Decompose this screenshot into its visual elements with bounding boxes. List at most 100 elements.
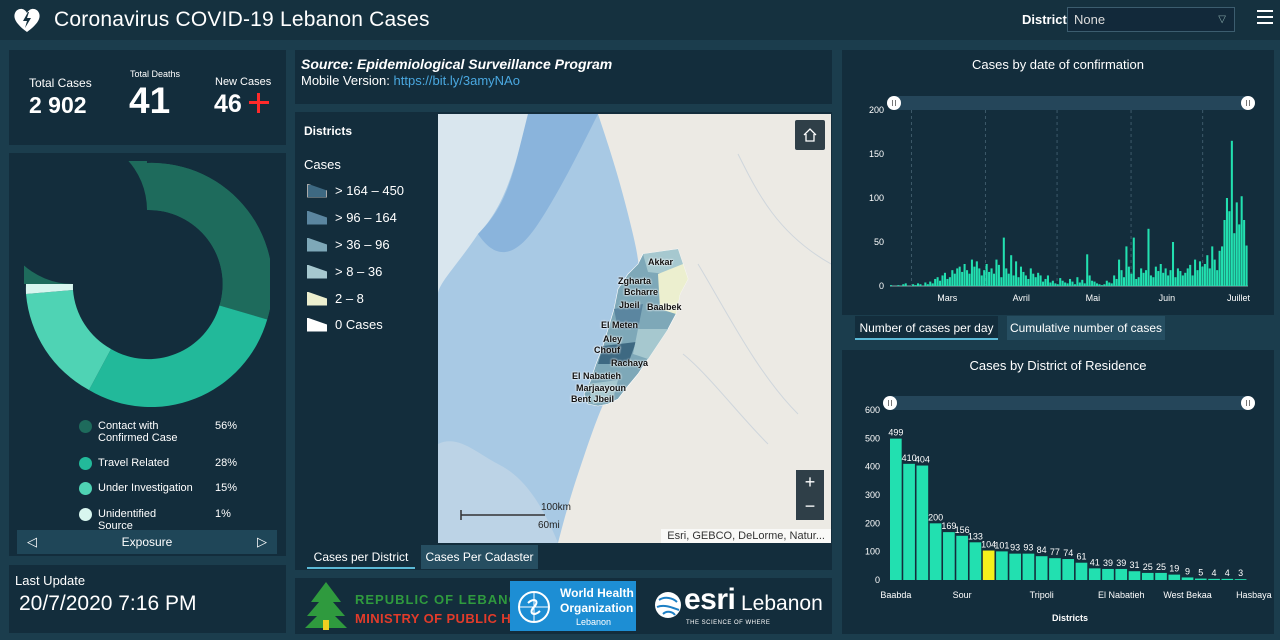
daily-bar (1203, 264, 1206, 286)
last-update-panel: Last Update 20/7/2020 7:16 PM (9, 565, 286, 633)
daily-bar (1230, 140, 1233, 286)
daily-bar (995, 259, 998, 286)
district-bar[interactable] (1194, 578, 1207, 580)
map-label: Bcharre (624, 287, 659, 297)
district-bar[interactable] (903, 463, 915, 580)
district-bar[interactable] (1221, 578, 1234, 580)
mobile-version-link[interactable]: https://bit.ly/3amyNAo (393, 73, 520, 88)
mobile-version-label: Mobile Version: (301, 73, 390, 88)
district-bar[interactable] (969, 542, 982, 580)
map-label: Jbeil (619, 300, 640, 310)
map-legend-item: > 36 – 96 (307, 237, 390, 252)
daily-bar (1145, 270, 1148, 286)
bar-value-label: 5 (1198, 568, 1203, 578)
last-update-label: Last Update (15, 573, 86, 588)
range-slider-handle[interactable] (1241, 96, 1255, 110)
map-legend-item: > 8 – 36 (307, 264, 382, 279)
daily-bar (1100, 285, 1103, 286)
district-bar[interactable] (943, 532, 955, 580)
map-label: El Meten (601, 320, 639, 330)
district-bar[interactable] (1234, 579, 1247, 580)
district-bar[interactable] (1141, 572, 1154, 580)
daily-bar (1110, 283, 1113, 286)
bar-value-label: 93 (1010, 543, 1020, 553)
district-bar[interactable] (1168, 574, 1181, 580)
x-tick-label: West Bekaa (1163, 590, 1211, 600)
zoom-out-button[interactable]: − (796, 495, 824, 520)
bar-value-label: 104 (981, 540, 996, 550)
daily-chart[interactable]: 0 50 100 150 200 Mars Avril Mai Juin Juillet (842, 90, 1274, 310)
range-slider-handle[interactable] (1241, 396, 1255, 410)
heart-pulse-icon (14, 8, 40, 32)
district-select[interactable]: None ▽ (1067, 7, 1235, 32)
daily-bar (1017, 277, 1020, 286)
bar-value-label: 93 (1023, 543, 1033, 553)
range-slider-handle[interactable] (887, 96, 901, 110)
tab-cases-per-day[interactable]: Number of cases per day (855, 316, 998, 340)
daily-bar (1042, 281, 1045, 286)
daily-bar (1164, 268, 1167, 286)
district-bar[interactable] (916, 465, 929, 580)
daily-bar (1147, 228, 1150, 286)
daily-bar (978, 268, 981, 286)
daily-bar (1137, 277, 1140, 286)
range-slider-handle[interactable] (883, 396, 897, 410)
tab-cumulative-cases[interactable]: Cumulative number of cases (1007, 316, 1165, 340)
daily-bar (1088, 275, 1091, 286)
daily-bar (941, 275, 944, 286)
zoom-in-button[interactable]: + (796, 470, 824, 495)
daily-bar (992, 273, 996, 286)
district-bar[interactable] (1049, 558, 1061, 580)
daily-bar (1120, 270, 1123, 286)
daily-bar (1019, 266, 1023, 286)
district-bar[interactable] (1035, 556, 1048, 580)
district-bar[interactable] (1155, 572, 1167, 580)
district-bar[interactable] (996, 551, 1008, 580)
map-label: El Nabatieh (572, 371, 622, 381)
map-legend-subtitle: Cases (304, 157, 341, 172)
map-label: Zgharta (618, 276, 652, 286)
daily-bar (1007, 273, 1010, 286)
district-bar[interactable] (929, 523, 942, 580)
y-tick-label: 150 (869, 149, 884, 159)
district-bar[interactable] (1062, 559, 1075, 580)
chevron-left-icon[interactable]: ◁ (27, 534, 37, 549)
tab-cases-per-district[interactable]: Cases per District (307, 545, 415, 569)
home-button[interactable] (795, 120, 825, 150)
hamburger-menu-icon[interactable] (1257, 10, 1273, 24)
daily-bar (1044, 278, 1047, 286)
daily-bar (1010, 255, 1013, 286)
district-bar[interactable] (1075, 562, 1088, 580)
daily-bar (1176, 268, 1179, 286)
district-bar[interactable] (1128, 571, 1141, 580)
daily-bar (1189, 264, 1192, 286)
daily-bar (1073, 284, 1076, 286)
exposure-donut-chart[interactable] (24, 161, 270, 407)
daily-bar (1201, 266, 1204, 286)
daily-bar (1179, 271, 1182, 286)
map-view[interactable]: Akkar Zgharta Bcharre Jbeil Baalbek El M… (438, 114, 831, 543)
tab-cases-per-cadaster[interactable]: Cases Per Cadaster (421, 545, 538, 569)
district-bar[interactable] (1022, 553, 1035, 580)
map-label: Marjaayoun (576, 383, 627, 393)
daily-bar (1181, 275, 1184, 286)
district-bar[interactable] (1181, 577, 1194, 580)
district-bar[interactable] (1009, 553, 1022, 580)
legend-label: Travel Related (98, 457, 170, 469)
chevron-right-icon[interactable]: ▷ (257, 534, 267, 549)
district-bar[interactable] (1208, 578, 1220, 580)
district-bar[interactable] (982, 550, 995, 580)
district-bar[interactable] (890, 438, 902, 580)
daily-bar (1086, 254, 1089, 286)
y-tick-label: 0 (875, 575, 880, 585)
district-bar[interactable] (1115, 568, 1128, 580)
daily-bar (1012, 275, 1015, 286)
district-bar[interactable] (1102, 568, 1114, 580)
daily-bar (1064, 282, 1067, 286)
district-bar[interactable] (1088, 568, 1101, 580)
district-chart[interactable]: 0100200300400500600499410404200169156133… (842, 390, 1274, 610)
x-tick-label: Mars (937, 293, 957, 303)
district-bar[interactable] (956, 535, 968, 580)
daily-bar (961, 271, 964, 286)
daily-bar (936, 277, 939, 286)
